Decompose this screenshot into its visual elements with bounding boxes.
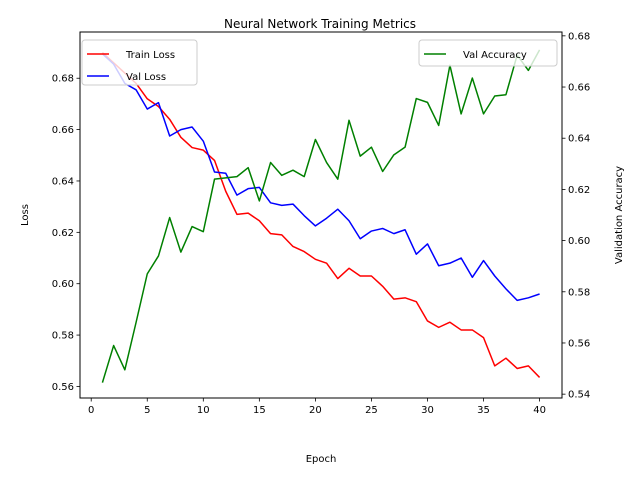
x-tick-label: 35: [477, 405, 490, 416]
right-y-tick-label: 0.66: [568, 83, 590, 94]
left-y-tick-label: 0.56: [52, 382, 74, 393]
x-tick-label: 5: [144, 405, 150, 416]
left-y-tick-label: 0.62: [52, 228, 74, 239]
series-layer: [101, 49, 541, 383]
x-tick-label: 40: [533, 405, 546, 416]
legend-label-val-loss: Val Loss: [126, 72, 166, 83]
right-y-tick-label: 0.58: [568, 287, 590, 298]
right-y-tick-label: 0.68: [568, 31, 590, 42]
left-y-axis: 0.56 0.58 0.60 0.62 0.64 0.66 0.68: [52, 74, 80, 393]
legend-left: Train Loss Val Loss: [81, 39, 198, 86]
x-tick-label: 30: [421, 405, 434, 416]
left-y-tick-label: 0.66: [52, 125, 74, 136]
left-y-tick-label: 0.58: [52, 331, 74, 342]
x-tick-label: 15: [253, 405, 266, 416]
left-y-tick-label: 0.68: [52, 74, 74, 85]
x-tick-label: 10: [197, 405, 210, 416]
series-line-val-accuracy: [101, 49, 541, 383]
legend-label-train-loss: Train Loss: [125, 50, 175, 61]
legend-left-box: [81, 39, 198, 86]
x-tick-label: 25: [365, 405, 378, 416]
chart-title: Neural Network Training Metrics: [224, 17, 416, 31]
right-y-tick-label: 0.62: [568, 185, 590, 196]
x-axis-label: Epoch: [306, 454, 337, 465]
series-line-train-loss: [101, 51, 541, 378]
x-axis: 0 5 10 15 20 25 30 35 40: [88, 398, 546, 416]
right-y-axis: 0.54 0.56 0.58 0.60 0.62 0.64 0.66 0.68: [562, 31, 590, 401]
x-tick-label: 20: [309, 405, 322, 416]
right-y-axis-label: Validation Accuracy: [614, 166, 625, 264]
left-y-tick-label: 0.60: [52, 279, 74, 290]
legend-right-box: [418, 39, 558, 67]
right-y-tick-label: 0.60: [568, 236, 590, 247]
left-y-tick-label: 0.64: [52, 176, 74, 187]
x-tick-label: 0: [88, 405, 94, 416]
right-y-tick-label: 0.56: [568, 338, 590, 349]
right-y-tick-label: 0.54: [568, 390, 590, 401]
plot-area-frame: [79, 31, 563, 399]
right-y-tick-label: 0.64: [568, 134, 590, 145]
left-y-axis-label: Loss: [20, 204, 31, 226]
legend-right: Val Accuracy: [418, 39, 558, 67]
series-line-val-loss: [101, 53, 540, 302]
legend-label-val-accuracy: Val Accuracy: [463, 50, 527, 61]
